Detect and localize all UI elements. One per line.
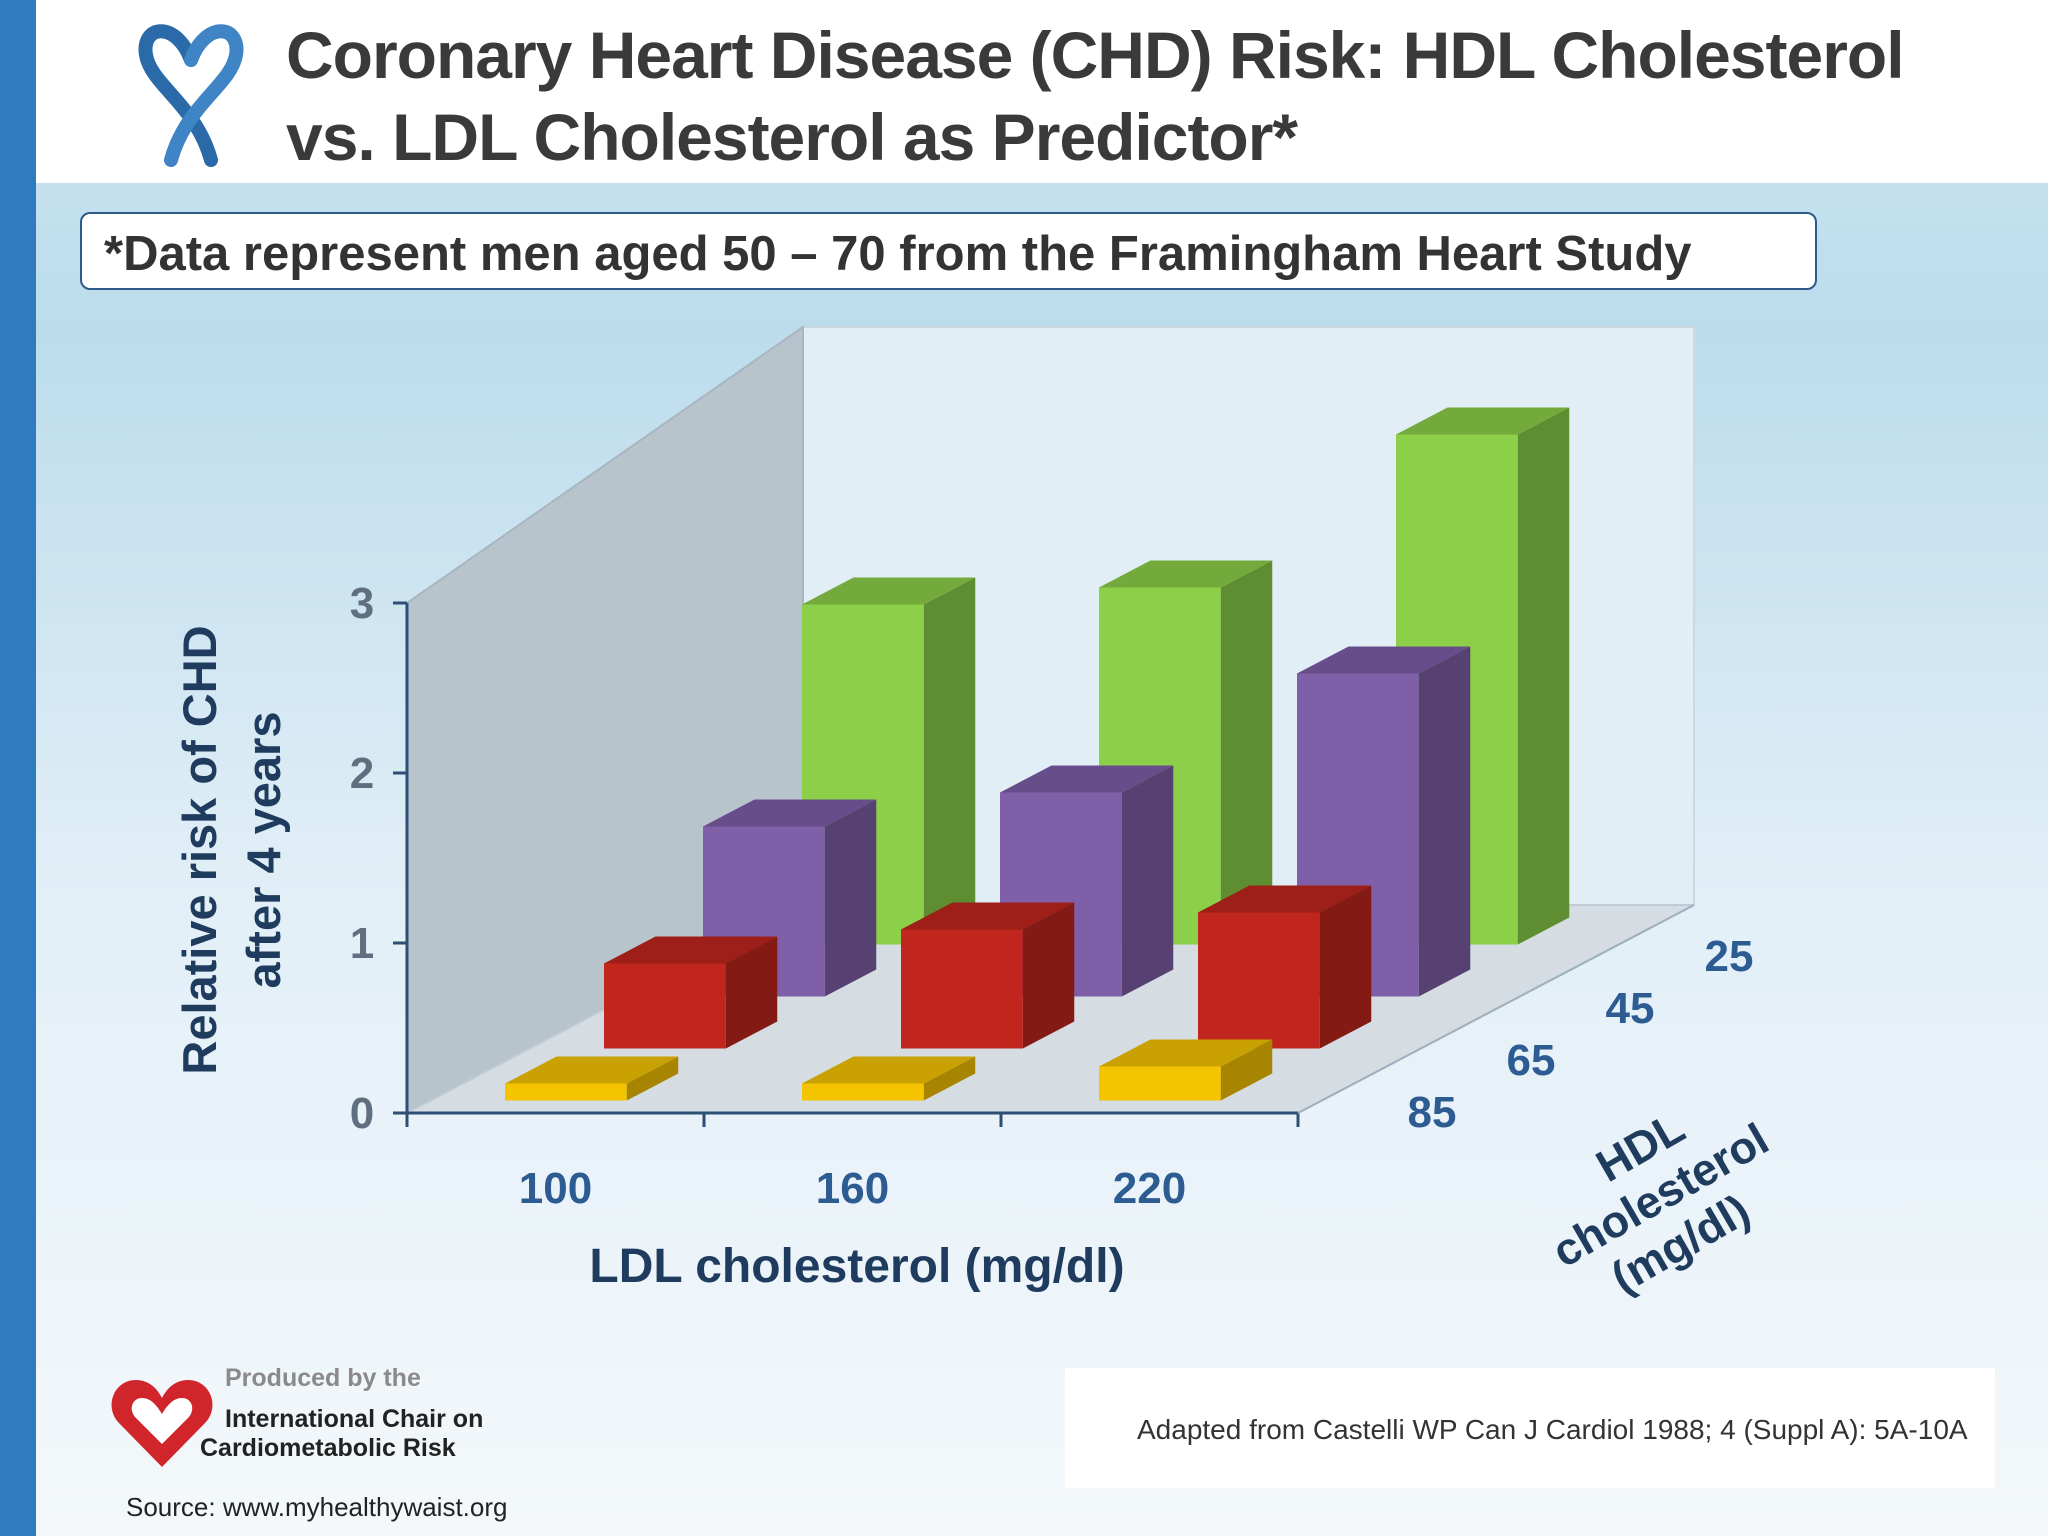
bar: [901, 902, 1075, 1049]
bar-top-face: [1396, 407, 1570, 435]
citation-box: Adapted from Castelli WP Can J Cardiol 1…: [1065, 1368, 1995, 1488]
bar-side-face: [923, 577, 976, 945]
study-note: *Data represent men aged 50 – 70 from th…: [104, 227, 1692, 281]
bar-side-face: [1319, 885, 1372, 1049]
organization-line-2: Cardiometabolic Risk: [200, 1434, 456, 1462]
bar-side-face: [1022, 902, 1075, 1049]
source-link: Source: www.myhealthywaist.org: [126, 1492, 508, 1522]
depth-tick-label: 25: [1705, 932, 1754, 981]
bar-side-face: [725, 936, 778, 1049]
bar-side-face: [1517, 407, 1570, 945]
depth-axis-line: [1297, 904, 1695, 1114]
page-title: Coronary Heart Disease (CHD) Risk: HDL C…: [286, 18, 1905, 174]
chart-axes: [393, 601, 1695, 1127]
bar: [604, 936, 778, 1049]
chart-bars: [505, 407, 1570, 1101]
produced-by-label: Produced by the: [225, 1364, 421, 1392]
bar-top-face: [1099, 560, 1273, 588]
bar-side-face: [1220, 1039, 1273, 1101]
depth-tick-label: 65: [1507, 1036, 1556, 1085]
bar-top-face: [604, 936, 778, 964]
bar-top-face: [505, 1056, 679, 1084]
bar-front-face: [604, 963, 726, 1049]
x-tick-label: 100: [519, 1164, 592, 1213]
y-axis-title-line: after 4 years: [237, 712, 290, 989]
depth-tick-label: 85: [1408, 1088, 1457, 1137]
bar: [802, 1056, 976, 1101]
bar-side-face: [626, 1056, 679, 1101]
bar-side-face: [824, 799, 877, 997]
header: Coronary Heart Disease (CHD) Risk: HDL C…: [36, 0, 2048, 183]
citation-text: Adapted from Castelli WP Can J Cardiol 1…: [1137, 1414, 1968, 1445]
depth-tick-label: 45: [1606, 984, 1655, 1033]
bar: [1297, 646, 1471, 997]
organization-line-1: International Chair on: [225, 1405, 484, 1433]
organization-name: International Chair on Cardiometabolic R…: [200, 1405, 483, 1463]
x-axis-title: LDL cholesterol (mg/dl): [589, 1240, 1124, 1293]
y-tick-label: 3: [350, 579, 374, 628]
bar-side-face: [923, 1056, 976, 1101]
bar-top-face: [802, 1056, 976, 1084]
bar-top-face: [1198, 885, 1372, 913]
left-accent-bar: [0, 0, 36, 1536]
bar-top-face: [1099, 1039, 1273, 1067]
bar-front-face: [901, 929, 1023, 1049]
bar-front-face: [505, 1083, 627, 1101]
bar-front-face: [1198, 912, 1320, 1049]
bar-top-face: [901, 902, 1075, 930]
heart-logo-icon: [111, 1380, 213, 1467]
y-axis-title-line: Relative risk of CHD: [173, 625, 226, 1074]
x-tick-label: 220: [1113, 1164, 1186, 1213]
bar-top-face: [1000, 765, 1174, 793]
y-tick-label: 0: [350, 1089, 374, 1138]
bar: [1099, 1039, 1273, 1101]
x-tick-label: 160: [816, 1164, 889, 1213]
bar-top-face: [1297, 646, 1471, 674]
bar-top-face: [802, 577, 976, 605]
bar-side-face: [1220, 560, 1273, 945]
bar-front-face: [1099, 1066, 1221, 1101]
bar: [1198, 885, 1372, 1049]
bar: [505, 1056, 679, 1101]
awareness-ribbon-icon: [138, 24, 244, 167]
y-tick-label: 2: [350, 749, 374, 798]
bar-side-face: [1418, 646, 1471, 997]
y-tick-label: 1: [350, 919, 374, 968]
bar-top-face: [703, 799, 877, 827]
bar-front-face: [802, 1083, 924, 1101]
bar: [1000, 765, 1174, 997]
study-note-box: *Data represent men aged 50 – 70 from th…: [80, 212, 1817, 290]
bar-side-face: [1121, 765, 1174, 997]
